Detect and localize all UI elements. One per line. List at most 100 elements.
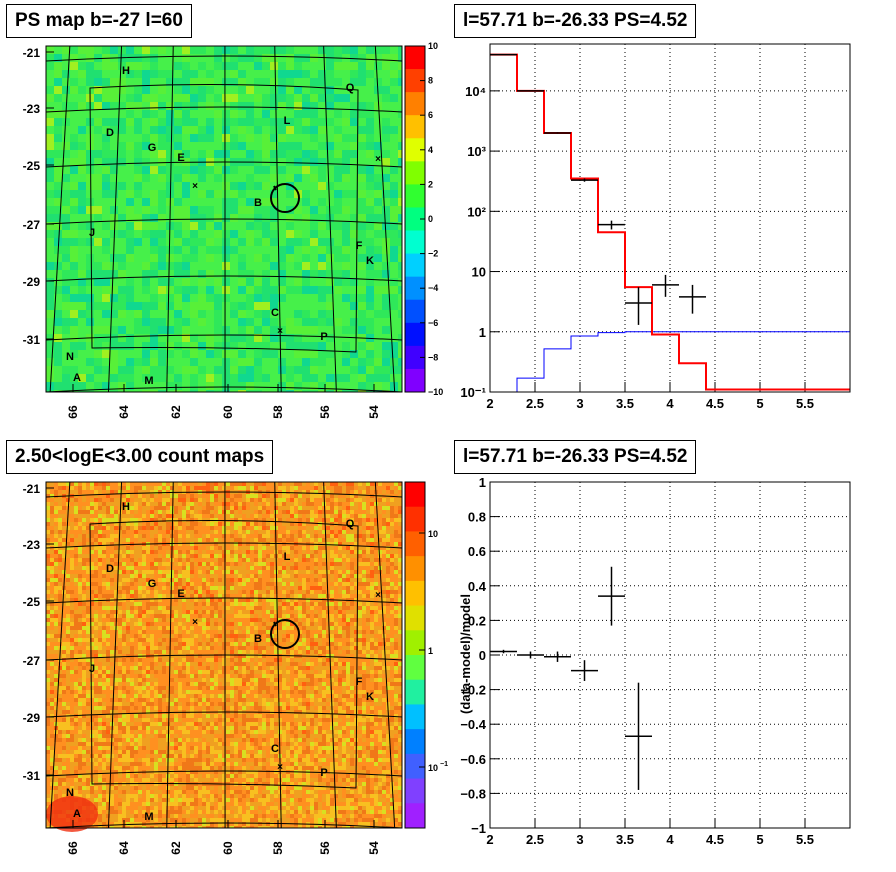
map-pixel — [130, 658, 134, 662]
map-pixel — [158, 302, 166, 310]
map-pixel — [230, 522, 234, 526]
map-pixel — [350, 618, 354, 622]
map-pixel — [190, 542, 194, 546]
map-pixel — [86, 654, 90, 658]
map-pixel — [326, 94, 334, 102]
map-pixel — [86, 638, 90, 642]
map-pixel — [218, 502, 222, 506]
map-pixel — [366, 646, 370, 650]
grid-longitude-line — [323, 45, 337, 393]
map-pixel — [354, 510, 358, 514]
map-pixel — [62, 630, 66, 634]
map-pixel — [94, 158, 102, 166]
map-pixel — [202, 526, 206, 530]
map-pixel — [370, 522, 374, 526]
map-pixel — [370, 646, 374, 650]
map-pixel — [214, 642, 218, 646]
map-pixel — [82, 502, 86, 506]
map-pixel — [222, 530, 226, 534]
map-pixel — [238, 62, 246, 70]
map-pixel — [78, 626, 82, 630]
map-pixel — [274, 582, 278, 586]
map-pixel — [270, 390, 278, 392]
map-pixel — [82, 486, 86, 490]
map-pixel — [54, 222, 62, 230]
map-pixel — [258, 646, 262, 650]
colorbar-tick-label: 2 — [428, 179, 433, 189]
x-tick-label: 4.5 — [706, 396, 724, 411]
map-pixel — [98, 526, 102, 530]
map-pixel — [222, 206, 230, 214]
map-pixel — [126, 526, 130, 530]
map-pixel — [94, 270, 102, 278]
map-pixel — [150, 550, 154, 554]
map-pixel — [202, 578, 206, 582]
map-pixel — [274, 510, 278, 514]
map-pixel — [190, 286, 198, 294]
map-pixel — [278, 150, 286, 158]
map-pixel — [262, 222, 270, 230]
map-pixel — [246, 206, 254, 214]
map-pixel — [110, 542, 114, 546]
colorbar-swatch — [405, 276, 425, 301]
map-pixel — [126, 534, 130, 538]
map-pixel — [174, 542, 178, 546]
map-pixel — [198, 334, 206, 342]
map-pixel — [386, 590, 390, 594]
map-pixel — [302, 102, 310, 110]
map-pixel — [154, 578, 158, 582]
map-pixel — [90, 510, 94, 514]
map-pixel — [310, 294, 318, 302]
map-pixel — [114, 538, 118, 542]
map-pixel — [194, 606, 198, 610]
map-pixel — [302, 602, 306, 606]
map-pixel — [242, 634, 246, 638]
map-pixel — [66, 650, 70, 654]
map-pixel — [310, 634, 314, 638]
map-pixel — [118, 126, 126, 134]
map-pixel — [382, 550, 386, 554]
map-pixel — [158, 382, 166, 390]
map-pixel — [190, 598, 194, 602]
map-pixel — [290, 582, 294, 586]
map-pixel — [382, 350, 390, 358]
map-pixel — [386, 582, 390, 586]
map-pixel — [258, 594, 262, 598]
map-pixel — [282, 614, 286, 618]
map-pixel — [174, 262, 182, 270]
map-pixel — [214, 662, 218, 666]
map-pixel — [190, 666, 194, 670]
map-pixel — [134, 310, 142, 318]
map-pixel — [214, 486, 218, 490]
map-pixel — [182, 666, 186, 670]
map-pixel — [278, 198, 286, 206]
map-pixel — [222, 382, 230, 390]
map-pixel — [114, 566, 118, 570]
map-pixel — [210, 634, 214, 638]
map-pixel — [302, 262, 310, 270]
map-pixel — [258, 570, 262, 574]
map-pixel — [230, 486, 234, 490]
map-pixel — [166, 286, 174, 294]
map-pixel — [174, 150, 182, 158]
map-pixel — [198, 54, 206, 62]
map-pixel — [286, 206, 294, 214]
map-pixel — [110, 662, 114, 666]
map-pixel — [254, 518, 258, 522]
map-pixel — [150, 590, 154, 594]
map-pixel — [342, 514, 346, 518]
map-pixel — [362, 598, 366, 602]
map-pixel — [290, 510, 294, 514]
map-pixel — [230, 662, 234, 666]
map-pixel — [178, 574, 182, 578]
map-pixel — [138, 666, 142, 670]
map-pixel — [386, 662, 390, 666]
map-pixel — [374, 566, 378, 570]
map-pixel — [86, 286, 94, 294]
map-pixel — [110, 490, 114, 494]
map-pixel — [294, 546, 298, 550]
map-pixel — [342, 638, 346, 642]
map-pixel — [370, 650, 374, 654]
map-pixel — [206, 634, 210, 638]
map-pixel — [374, 214, 382, 222]
